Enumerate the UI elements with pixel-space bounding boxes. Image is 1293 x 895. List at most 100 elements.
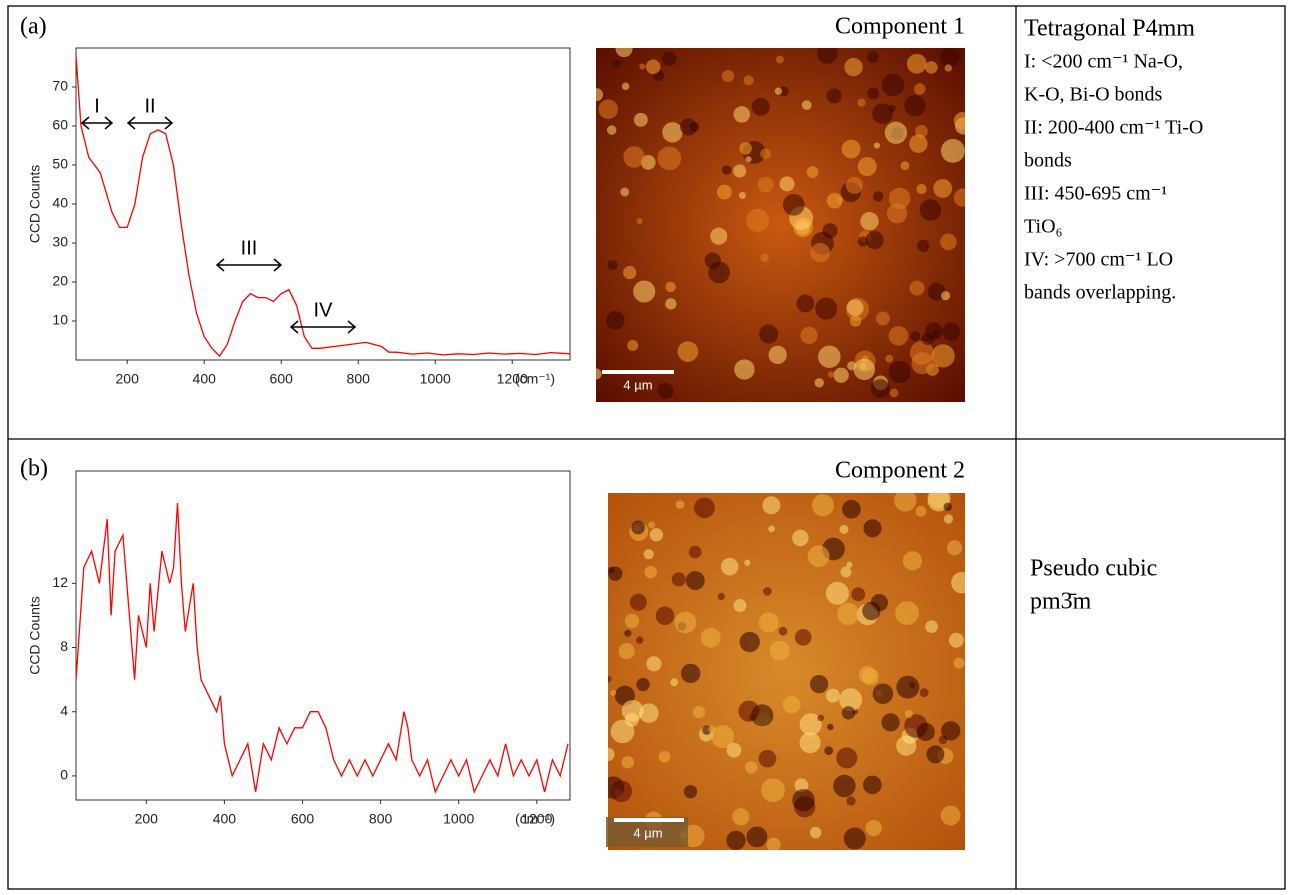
map-blob (944, 64, 953, 72)
map-blob (810, 242, 831, 263)
scale-bar-label: 4 µm (623, 377, 652, 392)
map-blob (621, 82, 630, 91)
map-blob (885, 354, 894, 363)
map-blob (853, 358, 876, 381)
description-line: II: 200-400 cm⁻¹ Ti-O (1024, 117, 1203, 139)
map-blob (721, 165, 732, 175)
map-blob (610, 689, 617, 696)
map-blob (940, 233, 957, 251)
map-blob (644, 565, 657, 579)
map-blob (953, 188, 965, 207)
spectrum-line (75, 55, 571, 358)
map-blob (896, 735, 917, 756)
map-blob (677, 341, 699, 362)
y-tick-label: 70 (52, 78, 68, 94)
map-blob (633, 112, 648, 127)
map-blob (909, 280, 925, 296)
map-blob (734, 359, 755, 380)
map-blob (649, 528, 663, 542)
map-blob (621, 699, 644, 722)
y-tick-label: 20 (52, 273, 68, 289)
map-blob (948, 632, 964, 648)
range-arrow (126, 116, 174, 130)
description-line: K-O, Bi-O bonds (1024, 84, 1163, 106)
map-blob (745, 156, 752, 163)
map-blob (732, 808, 750, 826)
map-blob (904, 710, 913, 719)
map-blob (733, 106, 751, 123)
y-tick-label: 60 (52, 117, 68, 133)
map-blob (782, 193, 805, 216)
map-blob (825, 581, 849, 605)
y-tick-label: 40 (52, 195, 68, 211)
map-blob (739, 142, 752, 155)
plot-frame (75, 470, 571, 801)
map-blob (915, 505, 927, 517)
map-blob (612, 59, 621, 68)
map-blob (839, 524, 849, 534)
map-blob (846, 561, 853, 568)
map-blob (757, 176, 774, 193)
map-blob (710, 227, 728, 245)
component-title: Component 2 (835, 458, 965, 484)
map-blob (762, 496, 781, 515)
map-blob (872, 103, 893, 124)
map-blob (925, 61, 938, 74)
map-blob (700, 627, 721, 648)
map-blob (743, 75, 754, 86)
map-blob (844, 57, 863, 77)
map-blob (825, 688, 840, 703)
map-blob (685, 571, 705, 591)
map-blob (680, 663, 701, 684)
map-blob (818, 345, 841, 369)
map-blob (867, 87, 880, 100)
map-blob (721, 69, 735, 83)
map-blob (827, 371, 835, 378)
map-blob (606, 311, 625, 330)
map-blob (657, 146, 682, 171)
map-blob (801, 100, 812, 111)
range-label: II (144, 95, 155, 117)
panel-label: (b) (20, 456, 48, 482)
map-blob (851, 587, 866, 602)
map-blob (953, 657, 965, 669)
map-blob (633, 280, 656, 303)
map-blob (865, 819, 882, 837)
x-tick-label: 800 (347, 371, 371, 387)
x-tick-label: 800 (369, 811, 393, 827)
map-blob (658, 750, 671, 763)
map-blob (862, 601, 881, 621)
map-blob (662, 122, 683, 143)
map-blob (888, 325, 909, 346)
map-blob (646, 656, 662, 672)
map-blob (792, 789, 815, 812)
map-blob (946, 540, 963, 556)
map-blob (842, 499, 861, 519)
map-blob (916, 183, 927, 195)
map-blob (624, 629, 632, 637)
map-blob (909, 340, 934, 365)
map-blob (769, 640, 790, 661)
map-blob (631, 520, 645, 535)
map-blob (873, 191, 884, 202)
map-blob (758, 612, 779, 633)
y-tick-label: 30 (52, 234, 68, 250)
x-tick-label: 200 (135, 811, 159, 827)
map-blob (953, 111, 965, 130)
map-blob (610, 719, 635, 744)
map-blob (778, 626, 788, 636)
map-blob (621, 755, 635, 769)
map-blob (846, 299, 864, 317)
map-blob (886, 203, 908, 224)
description-line: III: 450-695 cm⁻¹ (1024, 183, 1167, 205)
map-blob (815, 297, 838, 320)
map-blob (913, 83, 926, 95)
map-blob (636, 218, 643, 225)
map-blob (636, 677, 650, 692)
map-blob (926, 745, 945, 764)
map-blob (796, 294, 815, 313)
map-blob (607, 260, 618, 271)
map-blob (800, 326, 818, 345)
map-blob (824, 746, 834, 756)
